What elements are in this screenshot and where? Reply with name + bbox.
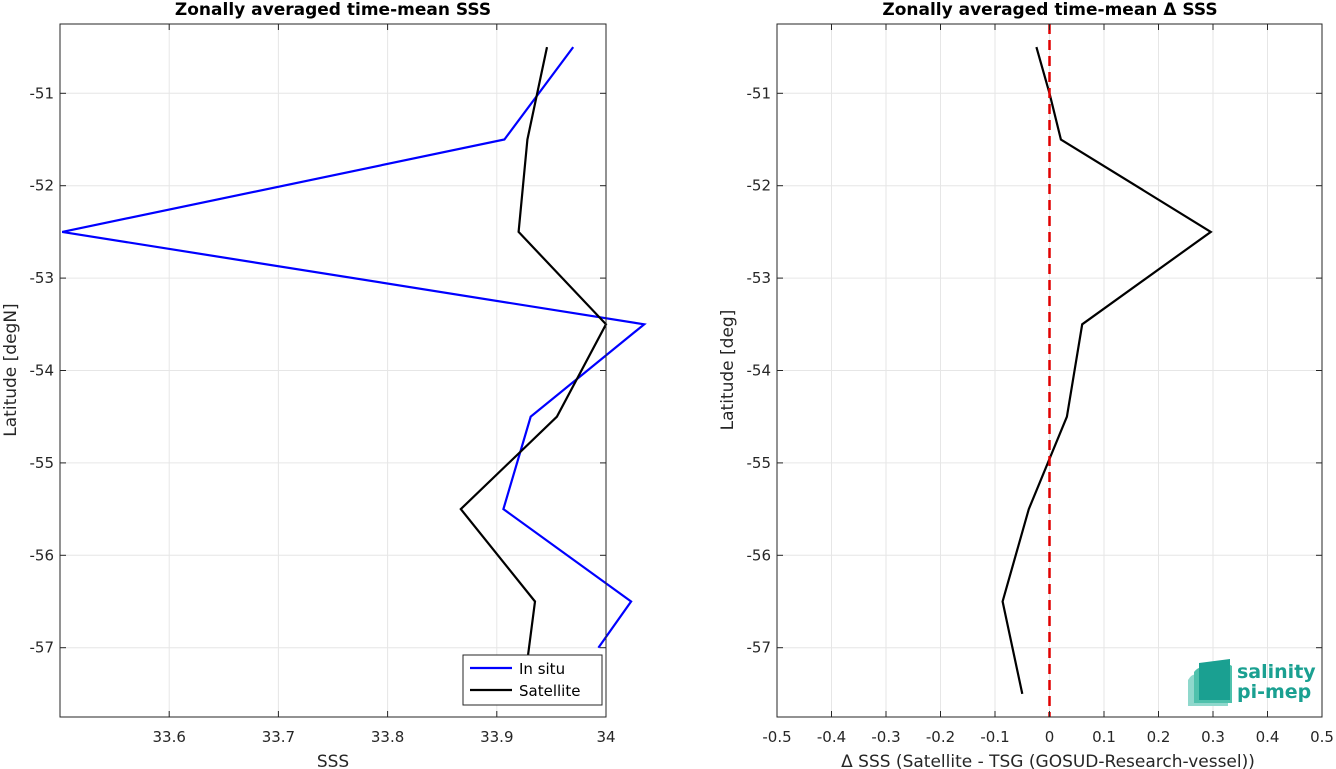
- legend-box: [462, 654, 603, 706]
- wave-stack-icon: [1188, 659, 1232, 706]
- y-tick-label: -54: [747, 362, 772, 380]
- x-tick-label: 0.5: [1310, 728, 1334, 746]
- x-tick-label: 33.8: [371, 728, 404, 746]
- x-tick-label: -0.2: [926, 728, 955, 746]
- y-tick-label: -56: [747, 546, 772, 564]
- x-tick-label: -0.3: [871, 728, 900, 746]
- x-tick-label: 0: [1045, 728, 1055, 746]
- x-tick-label: 0.3: [1201, 728, 1225, 746]
- y-tick-label: -54: [30, 362, 55, 380]
- y-tick-label: -51: [30, 84, 55, 102]
- y-tick-label: -53: [30, 269, 55, 287]
- panel-sss: 33.6 33.7 33.8 33.9 34-51-52-53-54-55-56-57 …: [1, 0, 647, 769]
- x-tick-label: 33.9: [480, 728, 513, 746]
- x-tick-label: -0.5: [762, 728, 791, 746]
- y-tick-label: -55: [747, 454, 772, 472]
- logo-text-line1: salinity: [1237, 661, 1316, 683]
- x-tick-label: 0.4: [1256, 728, 1280, 746]
- series-line-satellite: [459, 46, 608, 695]
- y-tick-label: -52: [747, 177, 772, 195]
- y-tick-label: -52: [30, 177, 55, 195]
- y-axis-label: Latitude [degN]: [1, 303, 21, 436]
- x-tick-label: -0.4: [817, 728, 846, 746]
- x-axis-label: Δ SSS (Satellite - TSG (GOSUD-Research-v…: [841, 752, 1255, 769]
- x-tick-label: 0.2: [1147, 728, 1171, 746]
- y-axis-label: Latitude [deg]: [718, 310, 738, 431]
- x-tick-label: 34: [596, 728, 615, 746]
- salinity-pi-mep-logo: salinity pi-mep: [1188, 659, 1316, 706]
- x-axis-label: SSS: [317, 752, 349, 769]
- legend: In situ Satellite: [462, 654, 603, 706]
- y-tick-label: -53: [747, 269, 772, 287]
- chart-title: Zonally averaged time-mean SSS: [175, 0, 491, 20]
- panel-delta-sss: -0.5 -0.4 -0.3 -0.2 -0.1 0 0.1 0.2 0.3 0.4 0.5 -51 -…: [718, 0, 1334, 769]
- legend-label-in-situ: In situ: [519, 660, 565, 678]
- x-tick-label: 33.6: [152, 728, 185, 746]
- logo-text-line2: pi-mep: [1237, 681, 1311, 703]
- chart-title: Zonally averaged time-mean Δ SSS: [882, 0, 1217, 20]
- x-tick-label: 33.7: [262, 728, 295, 746]
- y-tick-label: -57: [747, 639, 772, 657]
- series-line-in-situ: [61, 46, 647, 649]
- legend-label-satellite: Satellite: [519, 682, 580, 700]
- x-tick-label: -0.1: [980, 728, 1009, 746]
- series-line-delta-sss: [1001, 46, 1213, 695]
- y-tick-label: -55: [30, 454, 55, 472]
- x-tick-label: 0.1: [1092, 728, 1116, 746]
- y-tick-label: -57: [30, 639, 55, 657]
- y-tick-label: -51: [747, 84, 772, 102]
- y-tick-label: -56: [30, 546, 55, 564]
